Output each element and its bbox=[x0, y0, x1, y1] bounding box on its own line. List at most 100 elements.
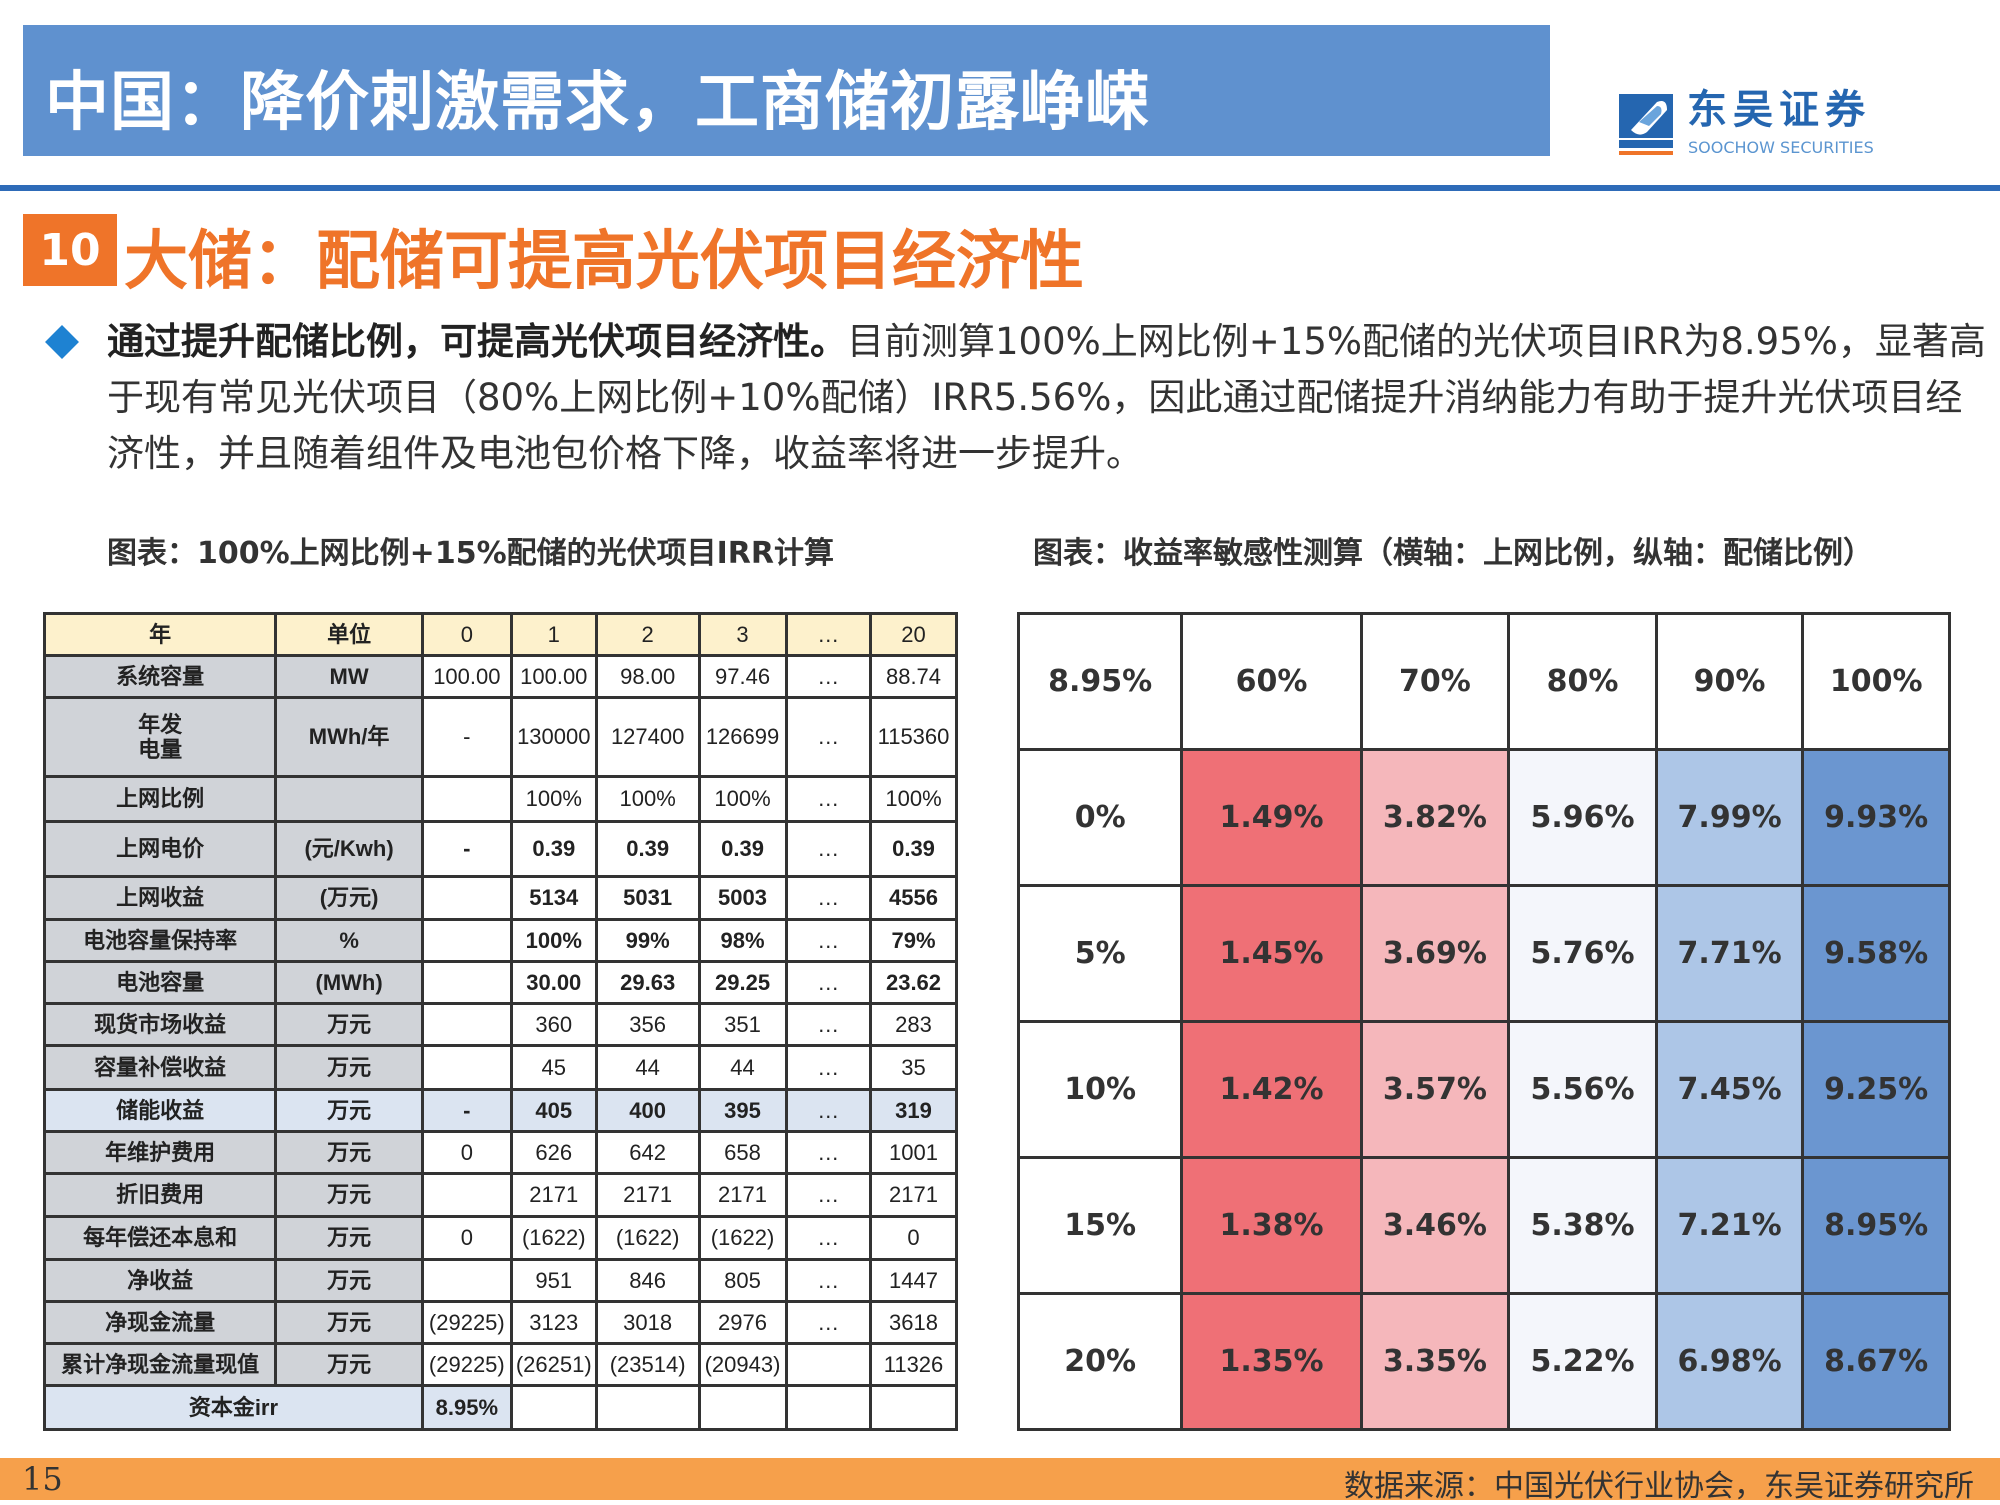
irr-cell: 5.38% bbox=[1507, 1156, 1658, 1295]
table-cell: (26251) bbox=[509, 1342, 598, 1387]
table-cell: 127400 bbox=[594, 696, 701, 778]
table-row: 净现金流量 万元 (29225) 3123 3018 2976… 3618 bbox=[42, 1300, 958, 1345]
column-header: 3 bbox=[697, 612, 788, 657]
irr-cell: 9.93% bbox=[1801, 748, 1951, 887]
table-cell bbox=[420, 1172, 513, 1218]
sensitivity-row: 20% 1.35% 3.35% 5.22% 6.98% 8.67% bbox=[1016, 1292, 1951, 1431]
table-cell: 45 bbox=[509, 1044, 598, 1091]
row-unit: 万元 bbox=[274, 1215, 424, 1261]
table-cell: (23514) bbox=[594, 1342, 701, 1387]
table-cell: 626 bbox=[509, 1130, 598, 1175]
column-header: 100% bbox=[1801, 612, 1951, 751]
table-cell: … bbox=[784, 1044, 873, 1091]
table-cell: 283 bbox=[869, 1002, 958, 1047]
table-cell: … bbox=[784, 820, 873, 878]
row-label: 储能收益 bbox=[42, 1088, 278, 1133]
sensitivity-row: 0% 1.49% 3.82% 5.96% 7.99% 9.93% bbox=[1016, 748, 1951, 887]
table-cell: 99% bbox=[594, 918, 701, 963]
corner-value: 8.95% bbox=[1016, 612, 1184, 751]
column-header: 年 bbox=[42, 612, 278, 657]
table-cell: … bbox=[784, 696, 873, 778]
table-cell bbox=[420, 960, 513, 1005]
table-cell: 846 bbox=[594, 1258, 701, 1303]
table-cell: 2171 bbox=[594, 1172, 701, 1218]
table-row: 系统容量 MW 100.00 100.00 98.00 97.46… 88.74 bbox=[42, 654, 958, 699]
table-cell: 405 bbox=[509, 1088, 598, 1133]
table-cell: 126699 bbox=[697, 696, 788, 778]
table-cell: 0 bbox=[420, 1215, 513, 1261]
column-header: 70% bbox=[1359, 612, 1511, 751]
row-label: 上网比例 bbox=[42, 775, 278, 823]
table-row: 电池容量保持率% 100% 99% 98%… 79% bbox=[42, 918, 958, 963]
table-cell: 98.00 bbox=[594, 654, 701, 699]
table-cell: … bbox=[784, 1258, 873, 1303]
table-cell: 395 bbox=[697, 1088, 788, 1133]
column-header: 单位 bbox=[274, 612, 424, 657]
row-label: 系统容量 bbox=[42, 654, 278, 699]
irr-cell: 9.25% bbox=[1801, 1020, 1951, 1159]
table-cell: … bbox=[784, 1172, 873, 1218]
irr-value: 8.95% bbox=[420, 1384, 513, 1431]
sensitivity-row: 5% 1.45% 3.69% 5.76% 7.71% 9.58% bbox=[1016, 884, 1951, 1023]
table-cell: 0 bbox=[420, 1130, 513, 1175]
column-header: 20 bbox=[869, 612, 958, 657]
empty-cell bbox=[697, 1384, 788, 1431]
table-cell: 100.00 bbox=[420, 654, 513, 699]
irr-calculation-table: 年单位 0 1 2 3… 20 系统容量 MW 100.00 100.00 98.00 97.46… 8… bbox=[42, 612, 958, 1431]
table-cell: 30.00 bbox=[509, 960, 598, 1005]
irr-cell: 3.57% bbox=[1359, 1020, 1511, 1159]
row-unit: 万元 bbox=[274, 1088, 424, 1133]
table-cell: 0.39 bbox=[869, 820, 958, 878]
irr-cell: 3.82% bbox=[1359, 748, 1511, 887]
table-cell: … bbox=[784, 1215, 873, 1261]
table-row: 上网收益 (万元) 5134 5031 5003… 4556 bbox=[42, 875, 958, 921]
row-unit: 万元 bbox=[274, 1258, 424, 1303]
table-cell: 1447 bbox=[869, 1258, 958, 1303]
table-cell: 100% bbox=[509, 918, 598, 963]
table-cell: 5134 bbox=[509, 875, 598, 921]
row-label: 电池容量 bbox=[42, 960, 278, 1005]
table-cell: … bbox=[784, 1088, 873, 1133]
table-cell: (29225) bbox=[420, 1342, 513, 1387]
row-label: 上网电价 bbox=[42, 820, 278, 878]
row-unit: 万元 bbox=[274, 1002, 424, 1047]
table-cell: 23.62 bbox=[869, 960, 958, 1005]
irr-cell: 5.56% bbox=[1507, 1020, 1658, 1159]
table-cell: - bbox=[420, 820, 513, 878]
column-header: … bbox=[784, 612, 873, 657]
row-label: 年维护费用 bbox=[42, 1130, 278, 1175]
table-cell: 79% bbox=[869, 918, 958, 963]
irr-cell: 1.38% bbox=[1180, 1156, 1363, 1295]
empty-cell bbox=[869, 1384, 958, 1431]
table-cell: 5031 bbox=[594, 875, 701, 921]
sensitivity-row: 15% 1.38% 3.46% 5.38% 7.21% 8.95% bbox=[1016, 1156, 1951, 1295]
row-label: 5% bbox=[1016, 884, 1184, 1023]
table-cell bbox=[420, 775, 513, 823]
table-cell: 130000 bbox=[509, 696, 598, 778]
row-label: 每年偿还本息和 bbox=[42, 1215, 278, 1261]
empty-cell bbox=[784, 1384, 873, 1431]
table-cell: 658 bbox=[697, 1130, 788, 1175]
table-cell: 360 bbox=[509, 1002, 598, 1047]
row-unit: (元/Kwh) bbox=[274, 820, 424, 878]
irr-cell: 1.45% bbox=[1180, 884, 1363, 1023]
row-label: 净现金流量 bbox=[42, 1300, 278, 1345]
irr-cell: 8.67% bbox=[1801, 1292, 1951, 1431]
row-label: 容量补偿收益 bbox=[42, 1044, 278, 1091]
empty-cell bbox=[594, 1384, 701, 1431]
table-cell: (1622) bbox=[509, 1215, 598, 1261]
table-cell: 3618 bbox=[869, 1300, 958, 1345]
row-label: 折旧费用 bbox=[42, 1172, 278, 1218]
page-title: 中国：降价刺激需求，工商储初露峥嵘 bbox=[45, 66, 1150, 140]
irr-label: 资本金irr bbox=[43, 1384, 424, 1431]
row-label: 上网收益 bbox=[42, 875, 278, 921]
table-cell: 100% bbox=[869, 775, 958, 823]
row-unit: (万元) bbox=[274, 875, 424, 921]
irr-cell: 1.35% bbox=[1180, 1292, 1363, 1431]
table-cell: (1622) bbox=[697, 1215, 788, 1261]
table-cell: … bbox=[784, 654, 873, 699]
irr-cell: 5.76% bbox=[1507, 884, 1658, 1023]
summary-paragraph: 通过提升配储比例，可提高光伏项目经济性。目前测算100%上网比例+15%配储的光… bbox=[107, 314, 1987, 482]
table-cell: 642 bbox=[594, 1130, 701, 1175]
row-unit: 万元 bbox=[274, 1044, 424, 1091]
